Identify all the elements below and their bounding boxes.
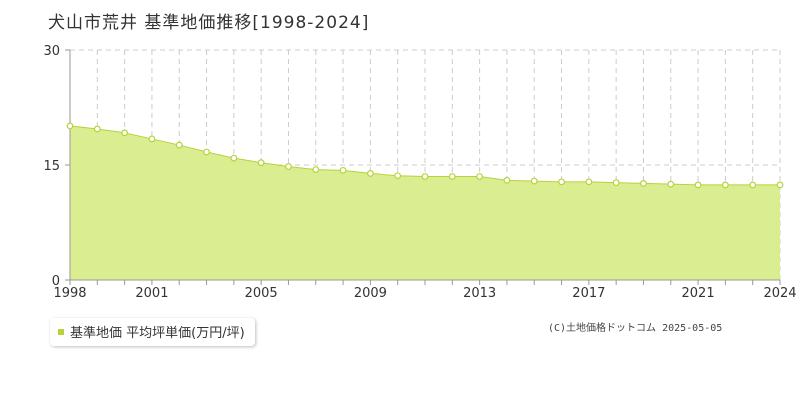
x-tick-label: 2017: [572, 286, 605, 300]
x-tick-label: 2009: [354, 286, 387, 300]
y-tick-label: 15: [43, 159, 60, 174]
data-point: [476, 173, 484, 180]
data-point: [339, 166, 347, 174]
data-point: [749, 181, 757, 189]
data-point: [394, 172, 402, 180]
legend: 基準地価 平均坪単価(万円/坪): [50, 318, 255, 346]
data-point: [121, 129, 129, 137]
data-point: [558, 178, 565, 186]
data-point: [257, 159, 265, 167]
data-point: [721, 181, 729, 189]
data-point: [503, 176, 511, 184]
data-point: [312, 166, 320, 174]
data-point: [148, 135, 156, 143]
data-point: [776, 181, 784, 189]
data-point: [93, 125, 101, 133]
markers: [66, 122, 784, 189]
data-point: [366, 170, 374, 177]
x-tick-label: 2005: [245, 286, 278, 300]
x-tick-label: 2024: [763, 286, 796, 300]
data-point: [66, 122, 74, 130]
legend-swatch: [58, 328, 64, 335]
data-point: [694, 181, 702, 189]
x-tick-label: 1998: [53, 286, 86, 300]
data-point: [667, 180, 675, 188]
y-tick-label: 30: [43, 44, 60, 59]
data-point: [612, 179, 620, 187]
series-area: [70, 125, 780, 281]
data-point: [203, 148, 210, 156]
data-point: [448, 173, 456, 180]
data-point: [175, 141, 183, 149]
y-tick-label: 0: [52, 274, 60, 289]
axes: [65, 49, 781, 285]
data-point: [530, 177, 538, 185]
data-point: [285, 163, 292, 170]
x-tick-label: 2021: [682, 286, 715, 300]
data-point: [640, 179, 647, 187]
data-point: [585, 178, 593, 186]
chart-title: 犬山市荒井 基準地価推移[1998-2024]: [48, 13, 370, 33]
legend-label: 基準地価 平均坪単価(万円/坪): [70, 326, 245, 341]
data-point: [421, 173, 429, 180]
x-tick-label: 2013: [463, 286, 496, 300]
land-price-chart: 0 15 30 1998 2001 2005 2009 2013 2017 2021 2024: [43, 44, 796, 300]
copyright: (C)土地価格ドットコム 2025-05-05: [548, 323, 723, 334]
data-point: [230, 154, 238, 162]
x-tick-label: 2001: [135, 286, 168, 300]
tick-labels: 0 15 30 1998 2001 2005 2009 2013 2017 2021 2024: [43, 44, 796, 300]
